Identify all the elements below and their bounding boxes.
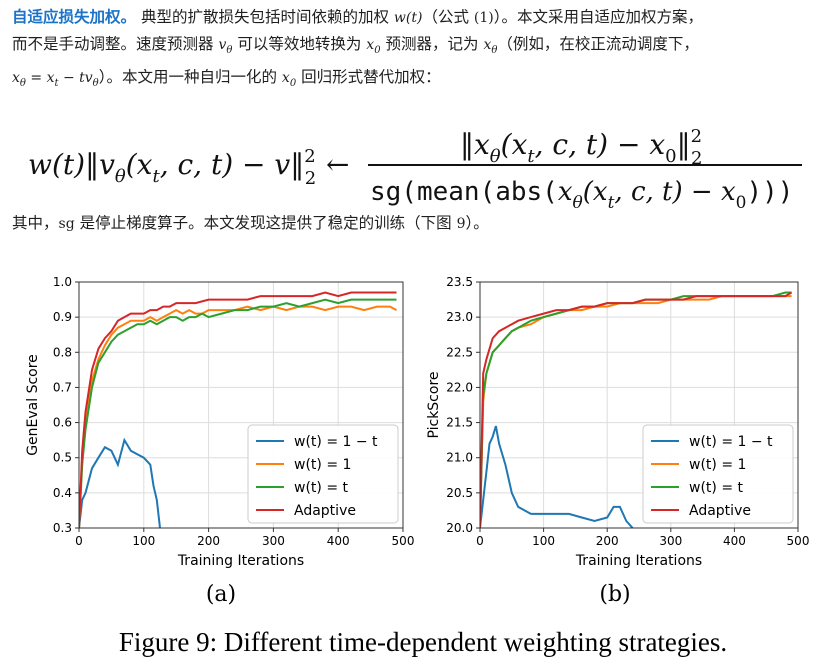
y-tick-label: 22.5 [446, 345, 473, 359]
para-text: ）。本文采用自适应加权方案， [493, 8, 704, 26]
inline-math-rf: xθ = xt − tvθ [12, 69, 99, 89]
series-line-4 [480, 291, 793, 528]
y-axis-label: GenEval Score [25, 354, 41, 456]
y-tick-label: 0.4 [53, 486, 72, 500]
x-tick-label: 500 [392, 534, 415, 548]
x-tick-label: 0 [476, 534, 484, 548]
figure-ref-link[interactable]: 9 [456, 216, 466, 232]
legend-label: w(t) = 1 − t [689, 434, 773, 450]
subfigure-label-a: (a) [206, 582, 236, 607]
y-tick-label: 0.8 [53, 345, 72, 359]
legend: w(t) = 1 − t w(t) = 1 w(t) = t Adaptive [642, 424, 794, 524]
legend-label: w(t) = t [689, 480, 743, 496]
para-line-2: 而不是手动调整。速度预测器 vθ 可以等效地转换为 x0 预测器，记为 xθ（例… [12, 31, 827, 64]
inline-math-x0: x0 [366, 37, 381, 56]
para-text: （例如，在校正流动调度下， [497, 35, 699, 53]
y-tick-label: 0.5 [53, 451, 72, 465]
y-tick-label: 22.0 [446, 380, 473, 394]
para-text: （公式 [422, 8, 469, 26]
equation-ref-link[interactable]: (1) [473, 10, 494, 26]
x-axis-label: Training Iterations [177, 553, 304, 569]
para-text: 预测器，记为 [385, 35, 479, 53]
x-tick-label: 400 [327, 534, 350, 548]
series-line-3 [79, 298, 397, 528]
x-tick-label: 0 [75, 534, 83, 548]
series-line-1 [79, 437, 161, 528]
series-line-2 [79, 305, 397, 528]
inline-math-vtheta: vθ [218, 37, 233, 56]
series-line-1 [480, 425, 634, 528]
para-text: ）。本文用一种自归一化的 [98, 67, 277, 86]
legend-label: Adaptive [294, 503, 356, 519]
subfigure-label-b: (b) [599, 582, 630, 607]
intro-paragraph: 自适应损失加权。 典型的扩散损失包括时间依赖的加权 w(t)（公式 (1)）。本… [12, 4, 827, 97]
legend: w(t) = 1 − t w(t) = 1 w(t) = t Adaptive [247, 424, 399, 524]
y-tick-label: 0.6 [53, 416, 72, 430]
legend-label: w(t) = 1 [689, 457, 746, 473]
inline-math-xtheta: xθ [483, 37, 498, 56]
plot-frame [78, 281, 404, 529]
x-axis-label: Training Iterations [575, 553, 702, 569]
legend-label: w(t) = t [294, 480, 348, 496]
chart-geneval: 0 100 200 300 400 500 0.3 0.4 0.5 0.6 0.7 0.8 0.9 1.0… [25, 275, 414, 569]
legend-label: Adaptive [689, 503, 751, 519]
y-tick-label: 0.7 [53, 380, 72, 394]
y-tick-label: 23.5 [446, 275, 473, 289]
inline-math-sg: sg [58, 216, 75, 232]
x-tick-label: 200 [197, 534, 220, 548]
stop-gradient-paragraph: 其中，sg 是停止梯度算子。本文发现这提供了稳定的训练（下图 9）。 [12, 210, 827, 237]
para-line-3: xθ = xt − tvθ）。本文用一种自归一化的 x0 回归形式替代加权： [12, 64, 827, 97]
eq-arrow: ← [326, 148, 349, 181]
chart-pickscore: 0 100 200 300 400 500 20.0 20.5 21.0 21.5 22.0 22.5… [426, 275, 809, 569]
para-text: ）。 [465, 214, 489, 232]
eq-denominator: sg(mean(abs(xθ(xt, c, t) − x0))) [370, 177, 793, 208]
eq-lhs: w(t)‖vθ(xt, c, t) − v‖2 2 [28, 146, 316, 189]
y-tick-label: 20.0 [446, 521, 473, 535]
y-tick-label: 0.9 [53, 310, 72, 324]
para-text: 是停止梯度算子。本文发现这提供了稳定的训练（下图 [79, 214, 452, 232]
legend-box [247, 424, 399, 524]
para-text: 可以等效地转换为 [237, 35, 362, 53]
figure-9: 0 100 200 300 400 500 0.3 0.4 0.5 0.6 0.7 0.8 0.9 1.0… [25, 275, 809, 657]
x-tick-label: 200 [596, 534, 619, 548]
plot-frame [479, 281, 799, 529]
figure-caption: Figure 9: Different time-dependent weigh… [119, 627, 727, 657]
x-tick-label: 300 [262, 534, 285, 548]
para-text: 典型的扩散损失包括时间依赖的加权 [140, 8, 389, 26]
legend-label: w(t) = 1 [294, 457, 351, 473]
section-heading: 自适应损失加权。 [12, 8, 137, 26]
para-text: 而不是手动调整。速度预测器 [12, 35, 214, 53]
para-line-1: 自适应损失加权。 典型的扩散损失包括时间依赖的加权 w(t)（公式 (1)）。本… [12, 4, 827, 31]
y-tick-label: 23.0 [446, 310, 473, 324]
x-tick-label: 100 [132, 534, 155, 548]
para-text: 其中， [12, 214, 59, 232]
eq-numerator: ‖xθ(xt, c, t) − x0‖2 2 [460, 126, 702, 169]
y-tick-label: 20.5 [446, 486, 473, 500]
display-equation: w(t)‖vθ(xt, c, t) − v‖2 2 ← ‖xθ(xt, c, t)… [28, 126, 802, 208]
inline-math-wt: w(t) [393, 10, 423, 26]
para-text: 回归形式替代加权： [301, 67, 441, 86]
x-tick-label: 100 [532, 534, 555, 548]
inline-math-x0b: x0 [281, 69, 297, 89]
y-tick-label: 21.0 [446, 451, 473, 465]
y-axis-label: PickScore [426, 371, 442, 438]
legend-box [642, 424, 794, 524]
legend-label: w(t) = 1 − t [294, 434, 378, 450]
x-tick-label: 400 [723, 534, 746, 548]
x-tick-label: 500 [787, 534, 810, 548]
y-tick-label: 0.3 [53, 521, 72, 535]
y-tick-label: 1.0 [53, 275, 72, 289]
series-line-4 [79, 291, 397, 528]
x-tick-label: 300 [659, 534, 682, 548]
y-tick-label: 21.5 [446, 416, 473, 430]
